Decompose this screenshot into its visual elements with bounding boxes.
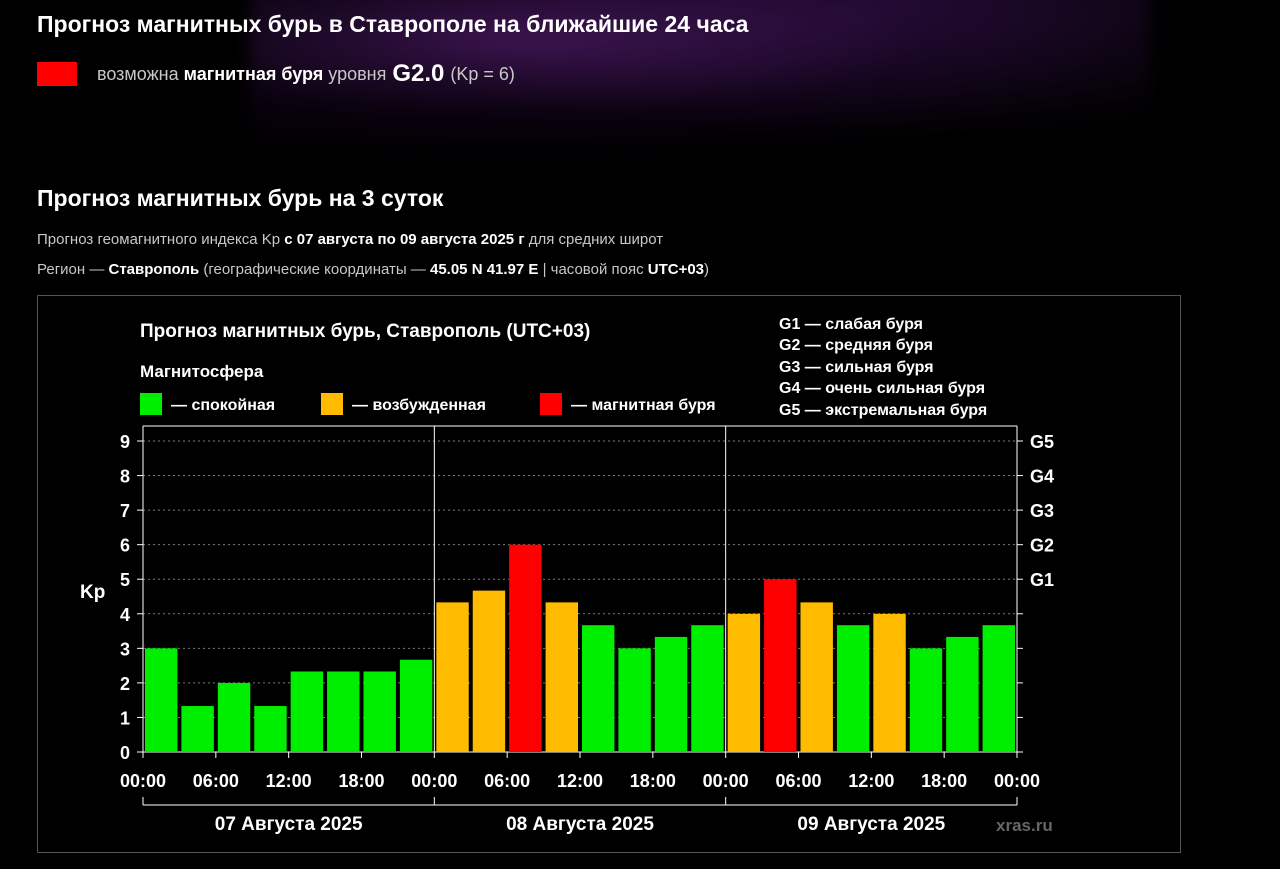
x-tick-label: 06:00 (193, 771, 239, 791)
legend-label-calm: — спокойная (171, 397, 275, 414)
x-tick-label: 06:00 (484, 771, 530, 791)
x-tick-label: 18:00 (630, 771, 676, 791)
plot-area: 0 1 2 3 4 5 6 7 8 9 G1 G2 G3 G4 G5 00:00 06:00 12:00 18:00… (120, 425, 1054, 835)
status-mid: уровня (328, 63, 387, 84)
background-nebula (250, 0, 1150, 160)
kp-bar (327, 671, 360, 752)
g-level-label: G3 (1030, 501, 1054, 521)
g-level-label: G5 (1030, 432, 1054, 452)
g-level-label: G2 (1030, 536, 1054, 556)
legend-title: Магнитосфера (140, 362, 264, 381)
y-tick-label: 3 (120, 639, 130, 659)
legend-label-excited: — возбужденная (352, 397, 486, 414)
g-level-label: G4 (1030, 467, 1054, 487)
x-tick-label: 00:00 (411, 771, 457, 791)
y-tick-label: 2 (120, 674, 130, 694)
y-tick-label: 1 (120, 708, 130, 728)
legend-swatch-excited (321, 393, 343, 415)
region-coordinates: 45.05 N 41.97 E (429, 261, 539, 278)
y-tick-label: 8 (120, 467, 130, 487)
y-tick-label: 4 (120, 605, 130, 625)
legend-swatch-storm (540, 393, 562, 415)
x-tick-label: 12:00 (266, 771, 312, 791)
g-legend-g5: G5 — экстремальная буря (779, 402, 987, 419)
g-level-label: G1 (1030, 570, 1054, 590)
section-title: Прогноз магнитных бурь на 3 суток (37, 185, 444, 211)
x-tick-label: 12:00 (557, 771, 603, 791)
g-legend-g4: G4 — очень сильная буря (779, 380, 985, 397)
region-text-c: (географические координаты — (199, 261, 430, 278)
period-text-c: для средних широт (524, 231, 664, 248)
kp-bar (909, 648, 943, 752)
kp-bar (145, 648, 178, 752)
x-tick-label: 00:00 (994, 771, 1040, 791)
forecast-period-line: Прогноз геомагнитного индекса Kp с 07 ав… (37, 231, 663, 248)
y-tick-label: 5 (120, 570, 130, 590)
page-title: Прогноз магнитных бурь в Ставрополе на б… (37, 11, 749, 37)
day-label: 08 Августа 2025 (506, 814, 654, 835)
region-name: Ставрополь (108, 261, 200, 278)
legend-swatch-calm (140, 393, 162, 415)
period-text-b: с 07 августа по 09 августа 2025 г (284, 231, 525, 248)
status-color-swatch (37, 62, 77, 86)
x-tick-label: 06:00 (775, 771, 821, 791)
kp-bar (363, 671, 396, 752)
kp-bar (764, 579, 797, 752)
kp-bar (618, 648, 651, 752)
kp-bar (727, 613, 761, 752)
period-text-a: Прогноз геомагнитного индекса Kp (37, 231, 285, 248)
kp-bar (509, 544, 542, 752)
kp-bar (582, 625, 615, 752)
x-tick-label: 00:00 (120, 771, 166, 791)
kp-bar (545, 602, 578, 752)
status-prefix: возможна (97, 63, 179, 84)
y-axis-label: Kp (80, 582, 105, 603)
status-bold: магнитная буря (183, 63, 324, 84)
kp-chart-panel: Прогноз магнитных бурь, Ставрополь (UTC+… (37, 295, 1181, 853)
kp-bar (873, 613, 906, 752)
day-label: 09 Августа 2025 (797, 814, 945, 835)
kp-bar (691, 625, 724, 752)
y-tick-label: 0 (120, 743, 130, 763)
kp-bar (800, 602, 833, 752)
kp-bar (436, 602, 469, 752)
kp-forecast-chart: Прогноз магнитных бурь, Ставрополь (UTC+… (80, 316, 1054, 835)
kp-bar (982, 625, 1015, 752)
x-tick-label: 18:00 (338, 771, 384, 791)
kp-bar (472, 590, 506, 752)
status-level: G2.0 (392, 60, 445, 87)
x-tick-label: 18:00 (921, 771, 967, 791)
y-tick-label: 6 (120, 536, 130, 556)
kp-bar (254, 706, 287, 752)
region-text-g: ) (704, 261, 710, 278)
y-tick-label: 9 (120, 432, 130, 452)
kp-bar (654, 636, 688, 752)
region-text-a: Регион — (37, 261, 109, 278)
y-tick-label: 7 (120, 501, 130, 521)
kp-bar (946, 636, 979, 752)
kp-bar (399, 659, 433, 752)
x-tick-label: 12:00 (848, 771, 894, 791)
x-tick-label: 00:00 (703, 771, 749, 791)
legend-label-storm: — магнитная буря (571, 397, 716, 414)
region-timezone: UTC+03 (647, 261, 705, 278)
day-label: 07 Августа 2025 (215, 814, 363, 835)
kp-bar (181, 706, 214, 752)
g-legend-g3: G3 — сильная буря (779, 359, 934, 376)
g-legend-g2: G2 — средняя буря (779, 337, 933, 354)
kp-bar (290, 671, 324, 752)
chart-title: Прогноз магнитных бурь, Ставрополь (UTC+… (140, 321, 590, 342)
region-line: Регион — Ставрополь (географические коор… (37, 261, 709, 278)
g-legend-g1: G1 — слабая буря (779, 316, 923, 333)
storm-status: возможна магнитная буря уровня G2.0 (Kp … (37, 60, 515, 88)
kp-bar (836, 625, 870, 752)
kp-bar (217, 682, 251, 752)
region-text-e: | часовой пояс (538, 261, 648, 278)
watermark: xras.ru (996, 816, 1053, 835)
status-kp: (Kp = 6) (450, 63, 515, 84)
